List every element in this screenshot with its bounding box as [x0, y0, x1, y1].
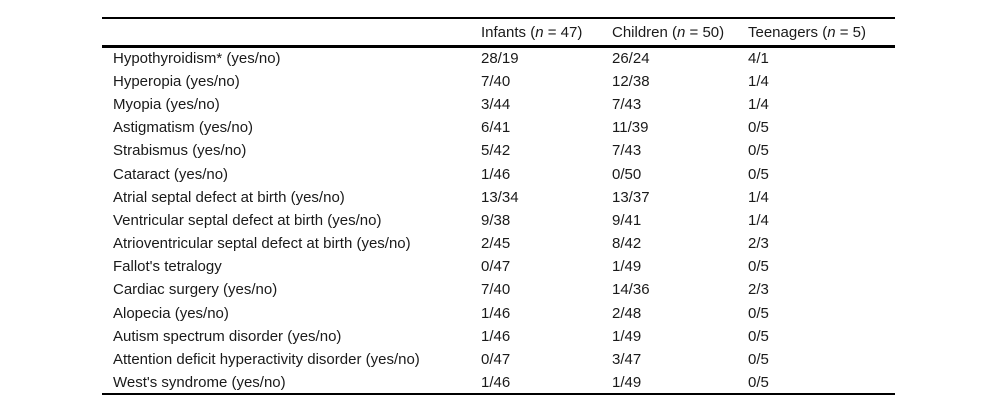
row-label: Cardiac surgery (yes/no) — [113, 281, 278, 299]
table-row: Ventricular septal defect at birth (yes/… — [102, 209, 895, 232]
table-row: Astigmatism (yes/no) 6/41 11/39 0/5 — [102, 116, 895, 139]
n-symbol: n — [535, 23, 544, 41]
column-header-infants: Infants (n = 47) — [481, 18, 612, 48]
n-symbol: n — [677, 23, 686, 41]
row-label: Autism spectrum disorder (yes/no) — [113, 327, 342, 345]
row-label: Cataract (yes/no) — [113, 165, 229, 183]
cell-children: 3/47 — [612, 351, 642, 369]
header-text: Teenagers ( — [748, 23, 828, 41]
cell-children: 26/24 — [612, 50, 650, 68]
cell-infants: 5/42 — [481, 142, 511, 160]
cell-teenagers: 0/5 — [748, 351, 769, 369]
cell-children: 2/48 — [612, 304, 642, 322]
cell-infants: 1/46 — [481, 165, 511, 183]
table-row: Autism spectrum disorder (yes/no) 1/46 1… — [102, 325, 895, 348]
row-label: Atrial septal defect at birth (yes/no) — [113, 188, 345, 206]
cell-infants: 9/38 — [481, 211, 511, 229]
cell-children: 1/49 — [612, 327, 642, 345]
cell-children: 12/38 — [612, 72, 650, 90]
cell-children: 9/41 — [612, 211, 642, 229]
cell-teenagers: 1/4 — [748, 95, 769, 113]
cell-children: 14/36 — [612, 281, 650, 299]
cell-children: 7/43 — [612, 142, 642, 160]
table-row: Hyperopia (yes/no) 7/40 12/38 1/4 — [102, 70, 895, 93]
cell-teenagers: 0/5 — [748, 304, 769, 322]
row-label: West's syndrome (yes/no) — [113, 373, 286, 391]
cell-children: 1/49 — [612, 373, 642, 391]
header-row: Infants (n = 47) Children (n = 50) Teena… — [102, 18, 895, 48]
cell-teenagers: 1/4 — [748, 211, 769, 229]
row-label: Strabismus (yes/no) — [113, 142, 247, 160]
clinical-features-table: Infants (n = 47) Children (n = 50) Teena… — [102, 17, 895, 396]
cell-children: 8/42 — [612, 235, 642, 253]
table-row: Hypothyroidism* (yes/no) 28/19 26/24 4/1 — [102, 47, 895, 70]
cell-teenagers: 0/5 — [748, 373, 769, 391]
cell-teenagers: 0/5 — [748, 165, 769, 183]
n-symbol: n — [827, 23, 836, 41]
header-text: = 50) — [685, 23, 725, 41]
cell-infants: 7/40 — [481, 72, 511, 90]
column-header-children: Children (n = 50) — [612, 18, 748, 48]
row-label: Alopecia (yes/no) — [113, 304, 229, 322]
row-label: Fallot's tetralogy — [113, 258, 222, 276]
table-row: Fallot's tetralogy 0/47 1/49 0/5 — [102, 255, 895, 278]
cell-infants: 7/40 — [481, 281, 511, 299]
header-text: Infants ( — [481, 23, 536, 41]
cell-children: 0/50 — [612, 165, 642, 183]
cell-children: 13/37 — [612, 188, 650, 206]
cell-children: 11/39 — [612, 119, 649, 137]
cell-infants: 1/46 — [481, 327, 511, 345]
row-label: Ventricular septal defect at birth (yes/… — [113, 211, 382, 229]
header-text: = 5) — [835, 23, 866, 41]
header-text: Children ( — [612, 23, 678, 41]
row-label: Hypothyroidism* (yes/no) — [113, 50, 281, 68]
row-label: Atrioventricular septal defect at birth … — [113, 235, 411, 253]
row-label: Hyperopia (yes/no) — [113, 72, 240, 90]
cell-teenagers: 0/5 — [748, 258, 769, 276]
cell-infants: 1/46 — [481, 304, 511, 322]
column-header-teenagers: Teenagers (n = 5) — [748, 18, 895, 48]
row-label: Attention deficit hyperactivity disorder… — [113, 351, 420, 369]
cell-children: 1/49 — [612, 258, 642, 276]
cell-infants: 1/46 — [481, 373, 511, 391]
cell-teenagers: 1/4 — [748, 72, 769, 90]
cell-teenagers: 0/5 — [748, 119, 769, 137]
table-row: Strabismus (yes/no) 5/42 7/43 0/5 — [102, 139, 895, 162]
row-label: Astigmatism (yes/no) — [113, 119, 254, 137]
cell-teenagers: 0/5 — [748, 142, 769, 160]
table-row: Cataract (yes/no) 1/46 0/50 0/5 — [102, 162, 895, 185]
cell-children: 7/43 — [612, 95, 642, 113]
cell-teenagers: 1/4 — [748, 188, 769, 206]
header-text: = 47) — [543, 23, 583, 41]
paper-table-container: Infants (n = 47) Children (n = 50) Teena… — [102, 17, 895, 396]
table-row: West's syndrome (yes/no) 1/46 1/49 0/5 — [102, 371, 895, 394]
cell-teenagers: 0/5 — [748, 327, 769, 345]
cell-teenagers: 2/3 — [748, 281, 769, 299]
table-row: Cardiac surgery (yes/no) 7/40 14/36 2/3 — [102, 278, 895, 301]
table-row: Myopia (yes/no) 3/44 7/43 1/4 — [102, 93, 895, 116]
cell-infants: 0/47 — [481, 258, 511, 276]
cell-teenagers: 4/1 — [748, 50, 769, 68]
cell-infants: 2/45 — [481, 235, 511, 253]
cell-infants: 3/44 — [481, 95, 511, 113]
cell-infants: 28/19 — [481, 50, 519, 68]
cell-teenagers: 2/3 — [748, 235, 769, 253]
header-empty-cell — [102, 18, 481, 48]
row-label: Myopia (yes/no) — [113, 95, 220, 113]
table-row: Alopecia (yes/no) 1/46 2/48 0/5 — [102, 302, 895, 325]
cell-infants: 6/41 — [481, 119, 511, 137]
cell-infants: 0/47 — [481, 351, 511, 369]
table-row: Atrioventricular septal defect at birth … — [102, 232, 895, 255]
table-row: Atrial septal defect at birth (yes/no) 1… — [102, 186, 895, 209]
table-row: Attention deficit hyperactivity disorder… — [102, 348, 895, 371]
cell-infants: 13/34 — [481, 188, 519, 206]
